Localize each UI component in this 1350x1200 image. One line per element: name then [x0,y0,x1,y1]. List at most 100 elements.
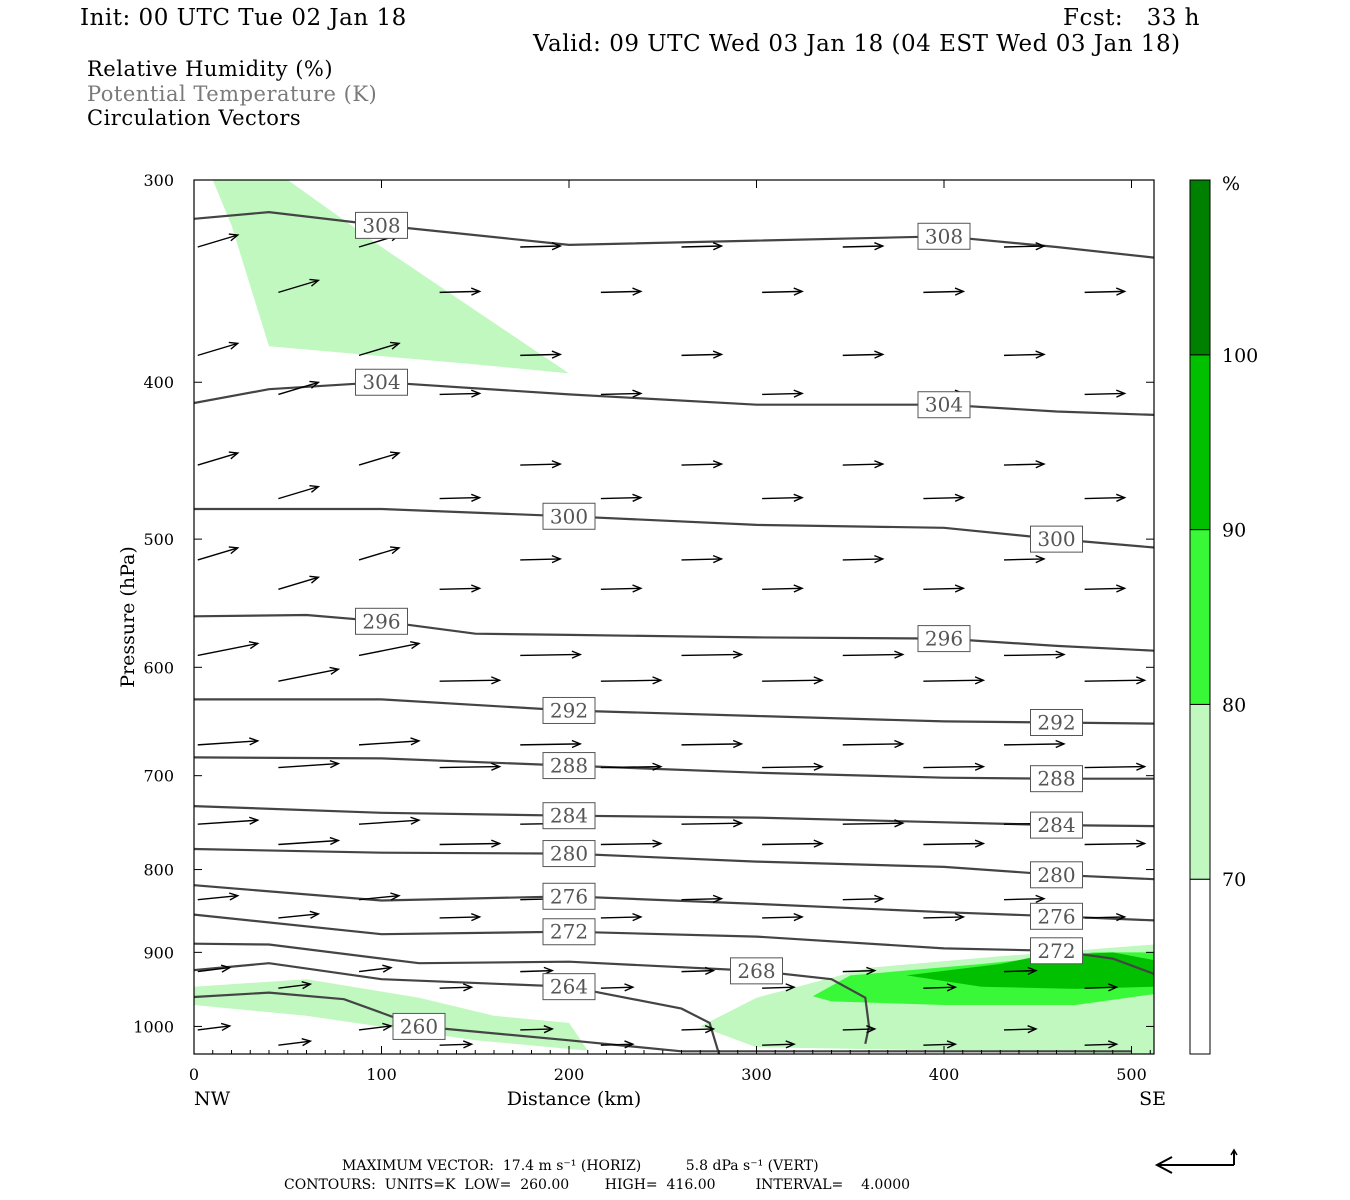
vector-shaft [439,986,472,989]
contour-label-box [1030,902,1083,930]
circulation-vector [439,983,474,992]
x-axis-label: Distance (km) [507,1088,642,1110]
contour-label-text: 272 [550,920,588,944]
vector-shaft [520,743,581,746]
y-tick-label: 700 [143,767,174,786]
vector-shaft [278,279,319,294]
vector-shaft [439,679,500,682]
vector-shaft [520,463,561,466]
contour-label-text: 296 [362,609,400,633]
vector-head [1027,1025,1038,1034]
contour-label-box [542,696,596,724]
circulation-vector [1003,739,1066,749]
contour-label-text: 276 [1037,904,1075,928]
circulation-vector [358,451,401,466]
circulation-vector [1084,983,1119,992]
contour-label-304: 304 [917,391,971,419]
vector-shaft [681,969,714,973]
vector-head [470,912,482,922]
vector-head [470,287,482,296]
vector-head [874,894,885,904]
x-tick-label: 400 [929,1065,960,1084]
x-tick-label: 100 [366,1065,397,1084]
vector-shaft [681,743,742,746]
vector-shaft [197,642,258,657]
vector-shaft [278,668,339,682]
circulation-vector [600,1040,635,1049]
vector-shaft [278,1040,311,1046]
contour-label-box [542,802,596,830]
vector-head [712,350,724,359]
vector-head [704,966,716,976]
vector-head [228,546,240,555]
circulation-vector [842,554,885,564]
vector-head [954,493,966,502]
plot-frame [193,179,1155,1055]
contour-info: CONTOURS: UNITS=K LOW= 260.00 HIGH= 416.… [284,1177,911,1193]
contour-label-300: 300 [542,502,596,530]
y-tick-label: 400 [143,373,174,392]
vector-shaft [197,234,238,248]
circulation-vector [197,1022,232,1032]
vector-shaft [278,913,319,919]
circulation-vector [762,839,824,848]
colorbar-swatch [1189,179,1211,356]
contour-label-box [1030,861,1083,889]
circulation-vector [1084,389,1127,398]
vector-shaft [1003,653,1065,657]
vector-head [551,242,563,251]
vector-shaft [600,392,641,396]
vector-head [712,460,724,469]
circulation-vector [762,287,804,296]
vector-head [874,460,885,469]
vector-head [632,389,643,398]
circulation-vector [600,839,663,848]
vector-head [974,762,986,771]
circulation-vector [197,892,240,901]
vector-head [1055,650,1066,659]
vector-shaft [681,353,722,357]
vector-head [551,460,563,469]
circulation-vector [600,584,643,593]
circulation-vector [842,242,885,251]
vector-shaft [762,765,823,769]
circulation-vector [842,460,885,469]
vector-head [813,839,824,848]
contour-label-box [392,1012,446,1040]
rh-region-70-80-1 [194,979,588,1051]
vector-head [382,964,393,973]
circulation-vector [439,493,482,502]
vector-shaft [842,353,883,357]
contour-label-box [355,211,408,239]
vector-head [309,575,321,584]
vector-head [1115,912,1127,922]
vector-head [1115,389,1127,398]
vector-head [462,1040,474,1049]
circulation-vector [1084,762,1147,771]
contour-label-box [1030,811,1083,839]
circulation-vector [439,676,502,685]
vector-head [894,819,905,828]
vector-shaft [842,897,883,901]
vector-head [543,966,555,976]
vector-shaft [439,842,500,846]
vector-head [389,451,401,460]
vector-head [652,762,663,771]
circulation-vector [439,389,482,398]
vector-shaft [923,1043,956,1046]
circulation-vector [1003,650,1066,659]
vector-shaft [439,916,480,919]
circulation-vector [197,341,240,357]
circulation-vector [520,966,555,976]
contour-label-text: 300 [1037,527,1075,551]
contour-label-text: 276 [550,884,588,908]
x-tick-label: 0 [189,1065,199,1084]
y-tick-label: 900 [143,943,174,962]
circulation-vector [1003,554,1046,564]
vector-shaft [681,653,742,657]
vector-shaft [278,485,319,500]
vector-shaft [681,897,722,901]
theta-contour-288 [194,756,1154,780]
circulation-vector [197,816,260,825]
